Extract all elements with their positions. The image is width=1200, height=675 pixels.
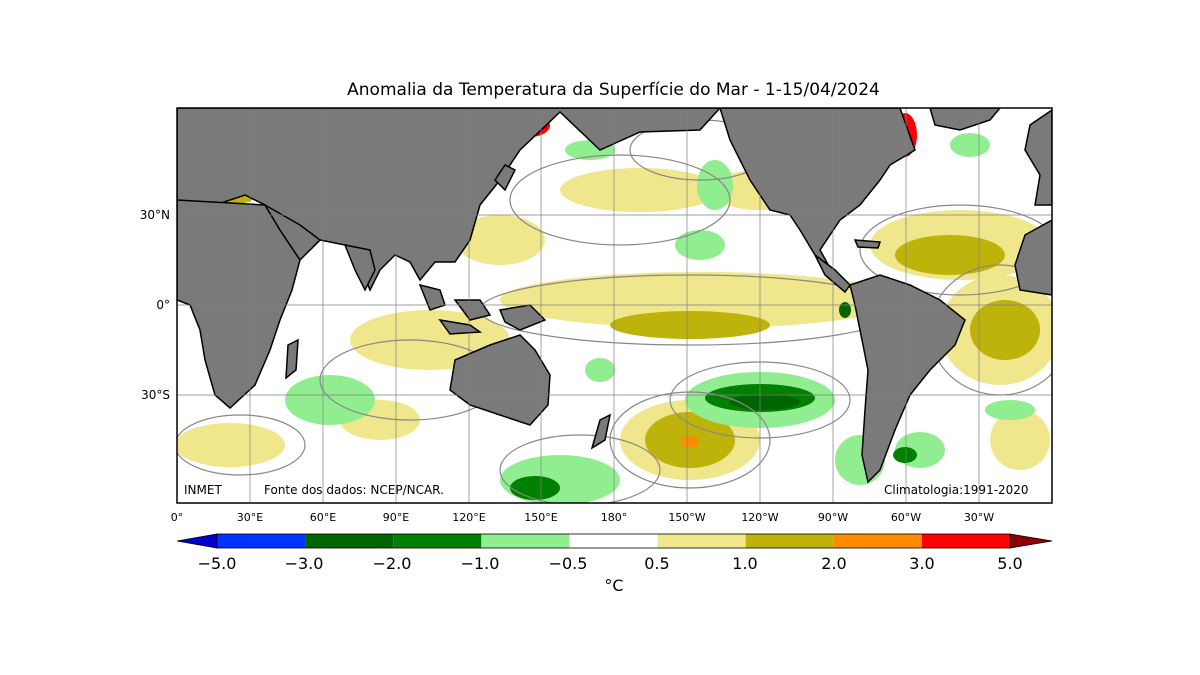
map-frame (176, 107, 1053, 504)
land-masses (177, 108, 1052, 484)
colorbar-segment (745, 534, 834, 548)
colorbar-segment (569, 534, 658, 548)
colorbar-segment (217, 534, 306, 548)
colorbar-tick: −0.5 (548, 554, 588, 573)
source-inmet: INMET (184, 483, 222, 497)
warm-anomaly-medium (205, 185, 1040, 468)
colorbar-tick: 5.0 (997, 554, 1023, 573)
climatology-text: Climatologia:1991-2020 (884, 483, 1029, 497)
lon-label: 90°W (817, 511, 849, 524)
colorbar-segment (305, 534, 394, 548)
lon-label: 150°E (524, 511, 558, 524)
map-title: Anomalia da Temperatura da Superfície do… (347, 80, 880, 100)
colorbar-frame (216, 533, 1011, 549)
warm-anomaly-strong (681, 436, 699, 448)
colorbar-segment (393, 534, 482, 548)
colorbar-extend-high (1009, 533, 1053, 549)
colorbar-tick: 1.0 (732, 554, 758, 573)
colorbar-segment (481, 534, 570, 548)
lon-label: 30°E (236, 511, 264, 524)
colorbar-tick: 2.0 (821, 554, 847, 573)
lat-label-30n: 30°N (139, 208, 170, 222)
lon-label: 30°W (963, 511, 995, 524)
colorbar-tick: −2.0 (372, 554, 412, 573)
colorbar-segment (921, 534, 1010, 548)
lon-label: 120°E (452, 511, 486, 524)
lon-label: 60°E (309, 511, 337, 524)
colorbar-extend-low (176, 533, 218, 549)
colorbar (176, 533, 1053, 549)
grid-lines (177, 108, 1052, 503)
colorbar-segment (833, 534, 922, 548)
lon-label: 180° (600, 511, 628, 524)
colorbar-tick: 3.0 (909, 554, 935, 573)
colorbar-tick: −1.0 (460, 554, 500, 573)
colorbar-tick: −3.0 (284, 554, 324, 573)
colorbar-segment (657, 534, 746, 548)
lat-label-equator: 0° (156, 298, 170, 312)
lon-label: 60°W (890, 511, 922, 524)
colorbar-unit: °C (604, 576, 624, 595)
data-source-text: Fonte dos dados: NCEP/NCAR. (264, 483, 444, 497)
lon-label: 150°W (668, 511, 706, 524)
lon-label: 90°E (382, 511, 410, 524)
lon-label: 0° (170, 511, 184, 524)
colorbar-tick: −5.0 (197, 554, 237, 573)
lat-label-30s: 30°S (141, 388, 170, 402)
colorbar-tick: 0.5 (644, 554, 670, 573)
lon-label: 120°W (741, 511, 779, 524)
